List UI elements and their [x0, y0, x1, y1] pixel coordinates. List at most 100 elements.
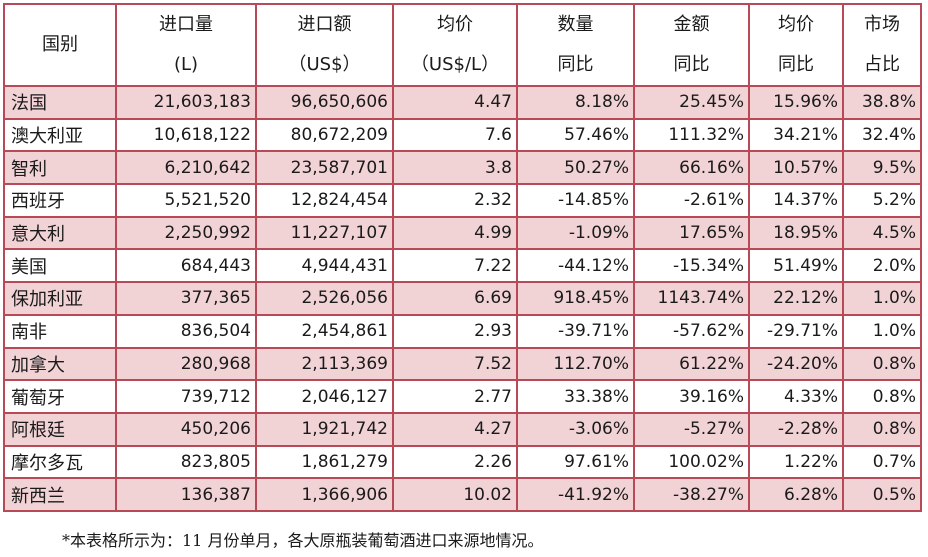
volume-cell: 377,365: [115, 281, 257, 316]
country-cell: 西班牙: [3, 183, 117, 218]
header-country: 国别: [3, 3, 117, 87]
value-cell: 1,861,279: [255, 444, 394, 480]
volume-cell: 10,618,122: [115, 117, 257, 153]
table-row: 智利 6,210,642 23,587,701 3.8 50.27% 66.16% 10.5…: [3, 150, 922, 186]
volume-yoy-cell: 57.46%: [516, 117, 635, 153]
volume-yoy-cell: 33.38%: [516, 379, 635, 414]
value-yoy-cell: -15.34%: [633, 248, 750, 284]
value-cell: 12,824,454: [255, 183, 394, 218]
country-cell: 新西兰: [3, 477, 117, 512]
value-cell: 11,227,107: [255, 215, 394, 251]
price-yoy-cell: 18.95%: [748, 215, 844, 251]
market-share-cell: 0.8%: [842, 411, 922, 447]
price-yoy-cell: 14.37%: [748, 183, 844, 218]
volume-cell: 5,521,520: [115, 183, 257, 218]
market-share-cell: 0.5%: [842, 477, 922, 512]
volume-yoy-cell: -41.92%: [516, 477, 635, 512]
value-cell: 2,113,369: [255, 346, 394, 382]
volume-cell: 280,968: [115, 346, 257, 382]
value-cell: 80,672,209: [255, 117, 394, 153]
market-share-cell: 4.5%: [842, 215, 922, 251]
header-price-yoy: 均价 同比: [748, 3, 844, 87]
avg-price-cell: 2.32: [392, 183, 518, 218]
market-share-cell: 1.0%: [842, 313, 922, 349]
price-yoy-cell: 1.22%: [748, 444, 844, 480]
header-line1: 均价: [437, 14, 473, 35]
avg-price-cell: 2.77: [392, 379, 518, 414]
country-cell: 保加利亚: [3, 281, 117, 316]
volume-yoy-cell: 8.18%: [516, 85, 635, 120]
value-yoy-cell: 111.32%: [633, 117, 750, 153]
volume-yoy-cell: 50.27%: [516, 150, 635, 186]
volume-cell: 823,805: [115, 444, 257, 480]
header-line2: 占比: [864, 54, 900, 75]
volume-yoy-cell: -1.09%: [516, 215, 635, 251]
volume-cell: 450,206: [115, 411, 257, 447]
volume-cell: 6,210,642: [115, 150, 257, 186]
avg-price-cell: 2.93: [392, 313, 518, 349]
header-volume-yoy: 数量 同比: [516, 3, 635, 87]
avg-price-cell: 4.47: [392, 85, 518, 120]
volume-cell: 136,387: [115, 477, 257, 512]
price-yoy-cell: -24.20%: [748, 346, 844, 382]
header-line2: 同比: [557, 54, 594, 75]
price-yoy-cell: 22.12%: [748, 281, 844, 316]
value-cell: 2,526,056: [255, 281, 394, 316]
country-cell: 意大利: [3, 215, 117, 251]
header-market-share: 市场 占比: [842, 3, 922, 87]
country-cell: 澳大利亚: [3, 117, 117, 153]
volume-yoy-cell: 112.70%: [516, 346, 635, 382]
avg-price-cell: 4.27: [392, 411, 518, 447]
value-yoy-cell: -38.27%: [633, 477, 750, 512]
value-yoy-cell: -5.27%: [633, 411, 750, 447]
value-yoy-cell: 39.16%: [633, 379, 750, 414]
volume-yoy-cell: 918.45%: [516, 281, 635, 316]
header-value-yoy: 金额 同比: [633, 3, 750, 87]
value-yoy-cell: 17.65%: [633, 215, 750, 251]
avg-price-cell: 10.02: [392, 477, 518, 512]
value-cell: 4,944,431: [255, 248, 394, 284]
country-cell: 阿根廷: [3, 411, 117, 447]
price-yoy-cell: 4.33%: [748, 379, 844, 414]
header-avg-price: 均价 （US$/L）: [392, 3, 518, 87]
volume-cell: 2,250,992: [115, 215, 257, 251]
header-row: 国别 进口量 (L) 进口额 （US$） 均价 （US$/L） 数量 同比 金额 同比 均价 同比 市场占…: [3, 3, 922, 87]
market-share-cell: 32.4%: [842, 117, 922, 153]
header-line1: 市场: [864, 14, 900, 35]
table-row: 加拿大 280,968 2,113,369 7.52 112.70% 61.22% -24.…: [3, 346, 922, 382]
volume-yoy-cell: 97.61%: [516, 444, 635, 480]
price-yoy-cell: -29.71%: [748, 313, 844, 349]
avg-price-cell: 3.8: [392, 150, 518, 186]
price-yoy-cell: 6.28%: [748, 477, 844, 512]
avg-price-cell: 7.22: [392, 248, 518, 284]
table-row: 意大利 2,250,992 11,227,107 4.99 -1.09% 17.65% 18…: [3, 215, 922, 251]
header-line1: 进口量: [159, 14, 213, 35]
table-row: 摩尔多瓦 823,805 1,861,279 2.26 97.61% 100.02% 1.2…: [3, 444, 922, 480]
value-yoy-cell: 25.45%: [633, 85, 750, 120]
header-line2: 同比: [778, 54, 814, 75]
header-line1: 均价: [778, 14, 814, 35]
table-header: 国别 进口量 (L) 进口额 （US$） 均价 （US$/L） 数量 同比 金额 同比 均价 同比 市场占…: [3, 3, 922, 87]
header-volume: 进口量 (L): [115, 3, 257, 87]
value-yoy-cell: 61.22%: [633, 346, 750, 382]
value-cell: 96,650,606: [255, 85, 394, 120]
table-row: 葡萄牙 739,712 2,046,127 2.77 33.38% 39.16% 4.33%…: [3, 379, 922, 414]
market-share-cell: 1.0%: [842, 281, 922, 316]
market-share-cell: 0.8%: [842, 379, 922, 414]
value-cell: 1,921,742: [255, 411, 394, 447]
avg-price-cell: 6.69: [392, 281, 518, 316]
volume-yoy-cell: -39.71%: [516, 313, 635, 349]
value-yoy-cell: -57.62%: [633, 313, 750, 349]
price-yoy-cell: 15.96%: [748, 85, 844, 120]
value-cell: 1,366,906: [255, 477, 394, 512]
price-yoy-cell: 51.49%: [748, 248, 844, 284]
table-row: 新西兰 136,387 1,366,906 10.02 -41.92% -38.27% 6.…: [3, 477, 922, 512]
volume-cell: 684,443: [115, 248, 257, 284]
header-line2: （US$）: [288, 54, 361, 75]
table-row: 西班牙 5,521,520 12,824,454 2.32 -14.85% -2.61% 1…: [3, 183, 922, 218]
country-cell: 葡萄牙: [3, 379, 117, 414]
header-line1: 金额: [673, 14, 710, 35]
avg-price-cell: 4.99: [392, 215, 518, 251]
country-cell: 智利: [3, 150, 117, 186]
table-row: 法国 21,603,183 96,650,606 4.47 8.18% 25.45% 15.…: [3, 85, 922, 120]
